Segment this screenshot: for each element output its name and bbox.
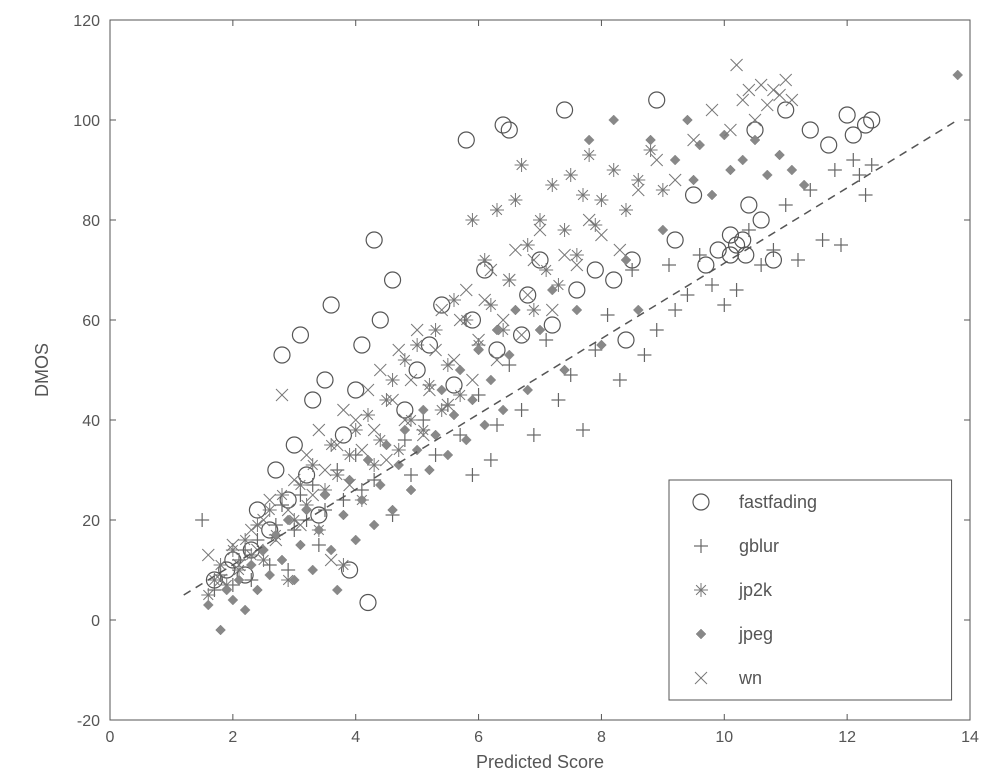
legend-label-jpeg: jpeg	[738, 624, 773, 644]
y-tick-label: 80	[82, 213, 100, 230]
y-tick-label: -20	[77, 713, 100, 730]
scatter-chart: 0 2 4 6 8 10 12 14 -20 0 20 40 60 80 100 120 Predicted S…	[0, 0, 1000, 779]
x-tick-label: 10	[715, 729, 733, 746]
y-tick-label: 40	[82, 413, 100, 430]
series-jp2k	[201, 143, 670, 602]
legend-label-jp2k: jp2k	[738, 580, 773, 600]
x-axis-label: Predicted Score	[476, 752, 604, 772]
y-axis-label: DMOS	[32, 343, 52, 397]
y-tick-label: 20	[82, 513, 100, 530]
legend-label-gblur: gblur	[739, 536, 779, 556]
chart-svg: 0 2 4 6 8 10 12 14 -20 0 20 40 60 80 100 120 Predicted S…	[0, 0, 1000, 779]
x-tick-label: 4	[351, 729, 360, 746]
legend-marker-jp2k	[694, 583, 708, 597]
legend-label-fastfading: fastfading	[739, 492, 817, 512]
x-tick-label: 0	[106, 729, 115, 746]
x-tick-label: 6	[474, 729, 483, 746]
x-tick-label: 14	[961, 729, 979, 746]
x-tick-label: 12	[838, 729, 856, 746]
y-tick-label: 0	[91, 613, 100, 630]
legend: fastfading gblur jp2k jpeg wn	[669, 480, 952, 700]
y-tick-label: 60	[82, 313, 100, 330]
x-tick-label: 8	[597, 729, 606, 746]
y-tick-label: 100	[73, 113, 100, 130]
y-tick-label: 120	[73, 13, 100, 30]
legend-label-wn: wn	[738, 668, 762, 688]
x-tick-label: 2	[228, 729, 237, 746]
